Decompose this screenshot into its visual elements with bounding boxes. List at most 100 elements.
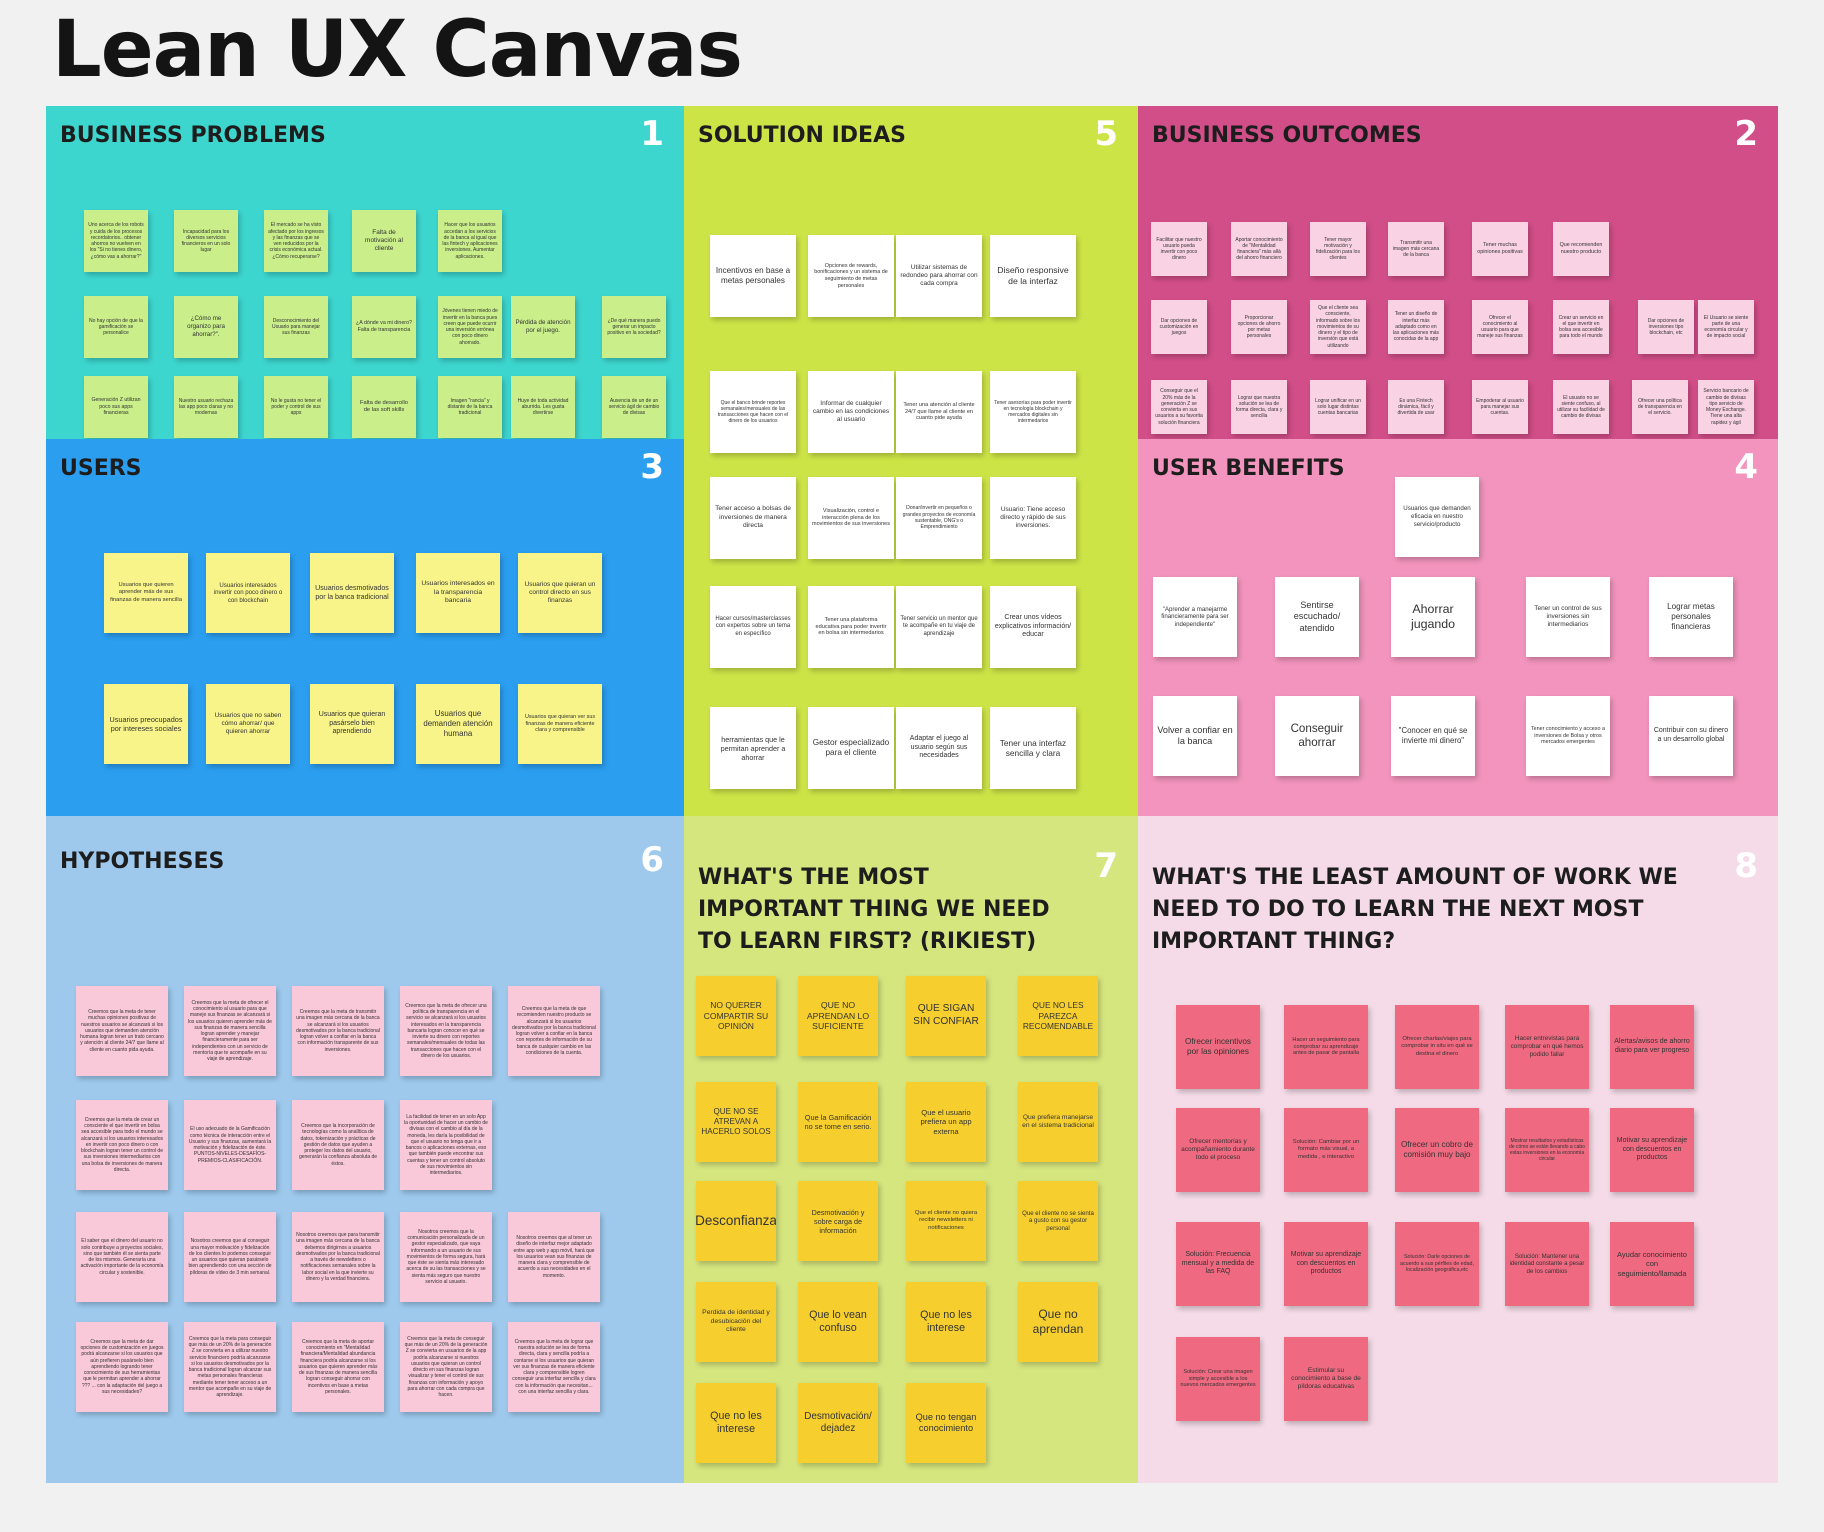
sticky-note[interactable]: Tener servicio un mentor que te acompañe… <box>896 586 982 668</box>
sticky-note[interactable]: Ofrecer el conocimiento al usuario para … <box>1472 300 1528 354</box>
sticky-note[interactable]: Huye de toda actividad aburrida. Les gus… <box>511 376 575 438</box>
sticky-note[interactable]: Tener mayor motivación y fidelización pa… <box>1310 222 1366 276</box>
sticky-note[interactable]: Creemos que la meta de lograr que nuestr… <box>508 1322 600 1412</box>
sticky-note[interactable]: Nosotros creemos que para transmitir una… <box>292 1212 384 1302</box>
sticky-note[interactable]: Que no les interese <box>696 1383 776 1463</box>
sticky-note[interactable]: Solución: Mantener una identidad constan… <box>1505 1222 1589 1306</box>
sticky-note[interactable]: Tener asesorías para poder invertir en t… <box>990 371 1076 453</box>
sticky-note[interactable]: Perdida de identidad y desubicación del … <box>696 1282 776 1362</box>
sticky-note[interactable]: La facilidad de tener en un solo App la … <box>400 1100 492 1190</box>
sticky-note[interactable]: Nosotros creemos que al conseguir una ma… <box>184 1212 276 1302</box>
sticky-note[interactable]: Adaptar el juego al usuario según sus ne… <box>896 707 982 789</box>
sticky-note[interactable]: Creemos que la meta de dar opciones de c… <box>76 1322 168 1412</box>
sticky-note[interactable]: Motivar su aprendizaje con descuentos en… <box>1284 1222 1368 1306</box>
sticky-note[interactable]: Creemos que la meta de tener muchas opin… <box>76 986 168 1076</box>
sticky-note[interactable]: Mostrar resultados y estadísticas de cóm… <box>1505 1108 1589 1192</box>
sticky-note[interactable]: Creemos que la meta de aportar conocimie… <box>292 1322 384 1412</box>
sticky-note[interactable]: Creemos que la incorporación de tecnolog… <box>292 1100 384 1190</box>
sticky-note[interactable]: Lograr unificar en un solo lugar distint… <box>1310 380 1366 434</box>
sticky-note[interactable]: Desconfianza <box>696 1181 776 1261</box>
sticky-note[interactable]: QUE NO APRENDAN LO SUFICIENTE <box>798 976 878 1056</box>
sticky-note[interactable]: Usuarios preocupados por intereses socia… <box>104 684 188 764</box>
sticky-note[interactable]: Sentirse escuchado/ atendido <box>1275 577 1359 657</box>
sticky-note[interactable]: Que prefiera manejarse en el sistema tra… <box>1018 1082 1098 1162</box>
sticky-note[interactable]: Creemos que la meta de ofrecer una polít… <box>400 986 492 1076</box>
sticky-note[interactable]: Usuario: Tiene acceso directo y rápido d… <box>990 477 1076 559</box>
sticky-note[interactable]: Creemos que la meta de conseguir que más… <box>400 1322 492 1412</box>
sticky-note[interactable]: Que el banco brinde reportes semanales/m… <box>710 371 796 453</box>
sticky-note[interactable]: Tener muchas opiniones positivas <box>1472 222 1528 276</box>
sticky-note[interactable]: Tener un diseño de interfaz más adaptado… <box>1388 300 1444 354</box>
sticky-note[interactable]: Usuarios desmotivados por la banca tradi… <box>310 553 394 633</box>
sticky-note[interactable]: Usuarios interesados en la transparencia… <box>416 553 500 633</box>
sticky-note[interactable]: Que no aprendan <box>1018 1282 1098 1362</box>
sticky-note[interactable]: Usuarios que no saben cómo ahorrar/ que … <box>206 684 290 764</box>
sticky-note[interactable]: Facilitar que nuestro usuario pueda inve… <box>1151 222 1207 276</box>
sticky-note[interactable]: Tener una atención al cliente 24/7 que l… <box>896 371 982 453</box>
sticky-note[interactable]: Tener conocimiento y acceso a inversione… <box>1526 696 1610 776</box>
sticky-note[interactable]: Ausencia de un de un servicio ágil de ca… <box>602 376 666 438</box>
sticky-note[interactable]: Conseguir ahorrar <box>1275 696 1359 776</box>
sticky-note[interactable]: Ofrecer mentorías y acompañamiento duran… <box>1176 1108 1260 1192</box>
sticky-note[interactable]: Tener una plataforma educativa para pode… <box>808 586 894 668</box>
sticky-note[interactable]: Uno acerca de los robots y cuida de los … <box>84 210 148 272</box>
sticky-note[interactable]: Opciones de rewards, bonificaciones y un… <box>808 235 894 317</box>
sticky-note[interactable]: "Conocer en qué se invierte mi dinero" <box>1391 696 1475 776</box>
sticky-note[interactable]: Solución: Darle opciones de acuerdo a su… <box>1395 1222 1479 1306</box>
sticky-note[interactable]: Que recomienden nuestro producto <box>1553 222 1609 276</box>
sticky-note[interactable]: herramientas que le permitan aprender a … <box>710 707 796 789</box>
sticky-note[interactable]: Creemos que la meta para conseguir que m… <box>184 1322 276 1412</box>
sticky-note[interactable]: Solución: Frecuencia mensual y a medida … <box>1176 1222 1260 1306</box>
sticky-note[interactable]: Informar de cualquier cambio en las cond… <box>808 371 894 453</box>
sticky-note[interactable]: Que el cliente no se sienta a gusto con … <box>1018 1181 1098 1261</box>
sticky-note[interactable]: Proporcionar opciones de ahorro por meta… <box>1231 300 1287 354</box>
sticky-note[interactable]: Aportar conocimiento de "Mentalidad fina… <box>1231 222 1287 276</box>
sticky-note[interactable]: El saber que el dinero del usuario no so… <box>76 1212 168 1302</box>
sticky-note[interactable]: Servicio bancario de cambio de divisas t… <box>1698 380 1754 434</box>
sticky-note[interactable]: Estimular su conocimiento a base de píld… <box>1284 1337 1368 1421</box>
sticky-note[interactable]: Nosotros creemos que al tener un diseño … <box>508 1212 600 1302</box>
sticky-note[interactable]: Ahorrar jugando <box>1391 577 1475 657</box>
sticky-note[interactable]: ¿Cómo me organizo para ahorrar?". <box>174 296 238 358</box>
sticky-note[interactable]: Volver a confiar en la banca <box>1153 696 1237 776</box>
sticky-note[interactable]: El mercado se ha visto afectado por los … <box>264 210 328 272</box>
sticky-note[interactable]: "Aprender a manejarme financieramente pa… <box>1153 577 1237 657</box>
sticky-note[interactable]: El usuario no se siente confuso, al util… <box>1553 380 1609 434</box>
sticky-note[interactable]: Que no tengan conocimiento <box>906 1383 986 1463</box>
sticky-note[interactable]: QUE NO LES PAREZCA RECOMENDABLE <box>1018 976 1098 1056</box>
sticky-note[interactable]: No hay opción de que la gamificación se … <box>84 296 148 358</box>
sticky-note[interactable]: Incentivos en base a metas personales <box>710 235 796 317</box>
sticky-note[interactable]: Generación Z utilizan poco sus apps fina… <box>84 376 148 438</box>
sticky-note[interactable]: Usuarios que demanden atención humana <box>416 684 500 764</box>
sticky-note[interactable]: Ofrecer charlas/viajes para comprobar in… <box>1395 1005 1479 1089</box>
sticky-note[interactable]: Ofrecer una política de transparencia en… <box>1632 380 1688 434</box>
sticky-note[interactable]: Tener acceso a bolsas de inversiones de … <box>710 477 796 559</box>
sticky-note[interactable]: Diseño responsive de la interfaz <box>990 235 1076 317</box>
sticky-note[interactable]: Desconocimiento del Usuario para manejar… <box>264 296 328 358</box>
sticky-note[interactable]: Que la Gamificación no se tome en serio. <box>798 1082 878 1162</box>
sticky-note[interactable]: Tener un control de sus inversiones sin … <box>1526 577 1610 657</box>
sticky-note[interactable]: Solución: Cambiar por un formato más vis… <box>1284 1108 1368 1192</box>
sticky-note[interactable]: Donar/invertir en pequeños o grandes pro… <box>896 477 982 559</box>
sticky-note[interactable]: Desmotivación/ dejadez <box>798 1383 878 1463</box>
sticky-note[interactable]: Tener una interfaz sencilla y clara <box>990 707 1076 789</box>
sticky-note[interactable]: No le gusta no tener el poder y control … <box>264 376 328 438</box>
sticky-note[interactable]: Usuarios interesados invertir con poco d… <box>206 553 290 633</box>
sticky-note[interactable]: Conseguir que el 20% más de la generació… <box>1151 380 1207 434</box>
sticky-note[interactable]: Hacer cursos/masterclasses con expertos … <box>710 586 796 668</box>
sticky-note[interactable]: Dar opciones de customización en juegos <box>1151 300 1207 354</box>
sticky-note[interactable]: QUE NO SE ATREVAN A HACERLO SOLOS <box>696 1082 776 1162</box>
sticky-note[interactable]: Creemos que la meta de que recomienden n… <box>508 986 600 1076</box>
sticky-note[interactable]: Incapacidad para los diversos servicios … <box>174 210 238 272</box>
sticky-note[interactable]: Dar opciones de inversiones tipo blockch… <box>1638 300 1694 354</box>
sticky-note[interactable]: Desmotivación y sobre carga de informaci… <box>798 1181 878 1261</box>
sticky-note[interactable]: Falta de motivación al cliente <box>352 210 416 272</box>
sticky-note[interactable]: Que el cliente no quiera recibir newslet… <box>906 1181 986 1261</box>
sticky-note[interactable]: Creemos que la meta de transmitir una im… <box>292 986 384 1076</box>
sticky-note[interactable]: Que el cliente sea consciente, informado… <box>1310 300 1366 354</box>
sticky-note[interactable]: Contribuir con su dinero a un desarrollo… <box>1649 696 1733 776</box>
sticky-note[interactable]: Imagen "rancia" y distante de la banca t… <box>438 376 502 438</box>
sticky-note[interactable]: Visualización, control e interacción ple… <box>808 477 894 559</box>
sticky-note[interactable]: El uso adecuado de la Gamificación como … <box>184 1100 276 1190</box>
sticky-note[interactable]: Que lo vean confuso <box>798 1282 878 1362</box>
